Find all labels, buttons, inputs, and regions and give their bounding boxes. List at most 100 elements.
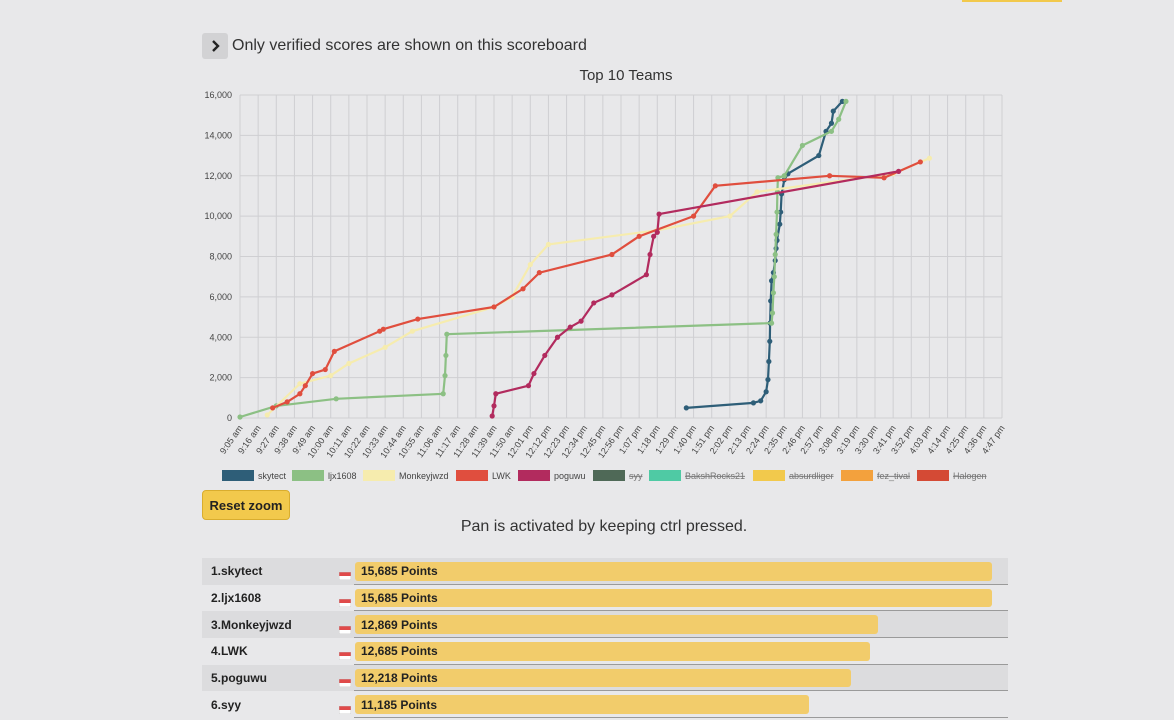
data-point-ljx1608[interactable] — [775, 175, 781, 181]
data-point-LWK[interactable] — [609, 251, 615, 258]
team-name[interactable]: 5.poguwu — [211, 671, 267, 686]
scoreboard-row[interactable]: 5.poguwu 12,218 Points — [202, 664, 1008, 692]
data-point-Monkeyjwzd[interactable] — [328, 373, 334, 379]
data-point-poguwu[interactable] — [567, 324, 573, 330]
data-point-Monkeyjwzd[interactable] — [727, 213, 733, 219]
data-point-poguwu[interactable] — [647, 251, 653, 258]
data-point-skytect[interactable] — [750, 400, 757, 406]
data-point-LWK[interactable] — [270, 405, 276, 411]
data-point-ljx1608[interactable] — [843, 98, 849, 104]
legend-label-poguwu[interactable]: poguwu — [554, 471, 586, 481]
legend-swatch-absurdliger[interactable] — [753, 470, 785, 481]
data-point-poguwu[interactable] — [542, 352, 548, 359]
data-point-skytect[interactable] — [828, 120, 835, 126]
data-point-Monkeyjwzd[interactable] — [926, 155, 933, 161]
data-point-LWK[interactable] — [881, 175, 887, 181]
data-point-Monkeyjwzd[interactable] — [527, 261, 533, 268]
data-point-ljx1608[interactable] — [770, 290, 777, 296]
data-point-ljx1608[interactable] — [444, 331, 450, 337]
legend-swatch-BakshRocks21[interactable] — [649, 470, 681, 481]
legend-swatch-LWK[interactable] — [456, 470, 488, 481]
legend-label-BakshRocks21[interactable]: BakshRocks21 — [685, 471, 745, 481]
legend-label-syy[interactable]: syy — [629, 471, 643, 481]
team-name[interactable]: 1.skytect — [211, 564, 263, 579]
data-point-skytect[interactable] — [767, 338, 773, 344]
expand-toggle-button[interactable] — [202, 33, 228, 59]
data-point-Monkeyjwzd[interactable] — [409, 328, 415, 334]
data-point-ljx1608[interactable] — [799, 142, 806, 149]
series-line-LWK[interactable] — [272, 160, 921, 409]
data-point-poguwu[interactable] — [895, 168, 902, 174]
data-point-LWK[interactable] — [827, 173, 833, 179]
team-name[interactable]: 2.ljx1608 — [211, 591, 262, 606]
data-point-LWK[interactable] — [491, 304, 497, 310]
scoreboard-row[interactable]: 1.skytect 15,685 Points — [202, 558, 1008, 585]
legend-label-fez_tival[interactable]: fez_tival — [877, 471, 910, 481]
data-point-LWK[interactable] — [712, 183, 718, 189]
scoreboard-row[interactable]: 3.Monkeyjwzd 12,869 Points — [202, 611, 1008, 639]
data-point-poguwu[interactable] — [489, 413, 495, 419]
data-point-Monkeyjwzd[interactable] — [754, 189, 760, 195]
data-point-ljx1608[interactable] — [237, 414, 243, 420]
data-point-skytect[interactable] — [830, 108, 836, 114]
top-teams-chart[interactable]: Top 10 Teams 0 2,000 4,000 6,000 8,000 10,000 1… — [195, 60, 1015, 490]
data-point-ljx1608[interactable] — [772, 251, 778, 258]
legend-swatch-skytect[interactable] — [222, 470, 254, 481]
series-line-skytect[interactable] — [686, 100, 844, 409]
data-point-skytect[interactable] — [766, 358, 772, 365]
series-line-poguwu[interactable] — [491, 170, 899, 417]
data-point-poguwu[interactable] — [654, 229, 660, 235]
data-point-poguwu[interactable] — [651, 233, 657, 239]
data-point-LWK[interactable] — [415, 316, 421, 322]
data-point-ljx1608[interactable] — [333, 396, 339, 402]
data-point-Monkeyjwzd[interactable] — [382, 344, 388, 350]
team-name[interactable]: 3.Monkeyjwzd — [211, 617, 292, 632]
data-point-poguwu[interactable] — [609, 292, 615, 298]
data-point-LWK[interactable] — [536, 270, 542, 276]
data-point-LWK[interactable] — [380, 326, 386, 332]
scoreboard-row[interactable]: 6.syy 11,185 Points — [202, 691, 1008, 719]
data-point-poguwu[interactable] — [491, 403, 497, 409]
data-point-poguwu[interactable] — [643, 272, 649, 278]
legend-swatch-Halogen[interactable] — [917, 470, 949, 481]
data-point-ljx1608[interactable] — [443, 352, 449, 359]
data-point-ljx1608[interactable] — [836, 116, 842, 122]
team-name[interactable]: 4.LWK — [211, 644, 248, 659]
data-point-skytect[interactable] — [839, 98, 845, 104]
data-point-ljx1608[interactable] — [768, 320, 775, 326]
data-point-poguwu[interactable] — [531, 370, 537, 377]
legend-swatch-poguwu[interactable] — [518, 470, 550, 481]
data-point-skytect[interactable] — [765, 377, 771, 383]
top-action-button-edge[interactable] — [962, 0, 1062, 2]
team-name[interactable]: 6.syy — [211, 697, 242, 712]
data-point-skytect[interactable] — [763, 389, 769, 395]
legend-label-Monkeyjwzd[interactable]: Monkeyjwzd — [399, 471, 449, 481]
legend-label-Halogen[interactable]: Halogen — [953, 471, 987, 481]
data-point-skytect[interactable] — [778, 209, 784, 215]
data-point-skytect[interactable] — [683, 405, 689, 411]
data-point-LWK[interactable] — [284, 399, 290, 405]
data-point-poguwu[interactable] — [493, 391, 499, 397]
data-point-LWK[interactable] — [520, 286, 526, 292]
data-point-Monkeyjwzd[interactable] — [264, 412, 270, 418]
data-point-ljx1608[interactable] — [440, 391, 446, 397]
legend-label-LWK[interactable]: LWK — [492, 471, 511, 481]
data-point-LWK[interactable] — [690, 213, 697, 219]
data-point-Monkeyjwzd[interactable] — [545, 241, 552, 247]
data-point-poguwu[interactable] — [591, 300, 597, 306]
data-point-poguwu[interactable] — [656, 211, 662, 217]
data-point-skytect[interactable] — [768, 278, 775, 284]
chart-svg[interactable]: Top 10 Teams 0 2,000 4,000 6,000 8,000 10,000 1… — [195, 60, 1015, 490]
data-point-LWK[interactable] — [309, 370, 316, 377]
data-point-ljx1608[interactable] — [442, 373, 448, 379]
data-point-skytect[interactable] — [777, 221, 783, 227]
data-point-LWK[interactable] — [297, 391, 303, 397]
data-point-skytect[interactable] — [758, 398, 764, 404]
legend-label-ljx1608[interactable]: ljx1608 — [328, 471, 357, 481]
data-point-poguwu[interactable] — [525, 383, 532, 389]
reset-zoom-button[interactable]: Reset zoom — [202, 490, 290, 520]
data-point-ljx1608[interactable] — [771, 274, 777, 280]
data-point-LWK[interactable] — [917, 159, 923, 165]
data-point-LWK[interactable] — [636, 233, 642, 239]
legend-swatch-ljx1608[interactable] — [292, 470, 324, 481]
